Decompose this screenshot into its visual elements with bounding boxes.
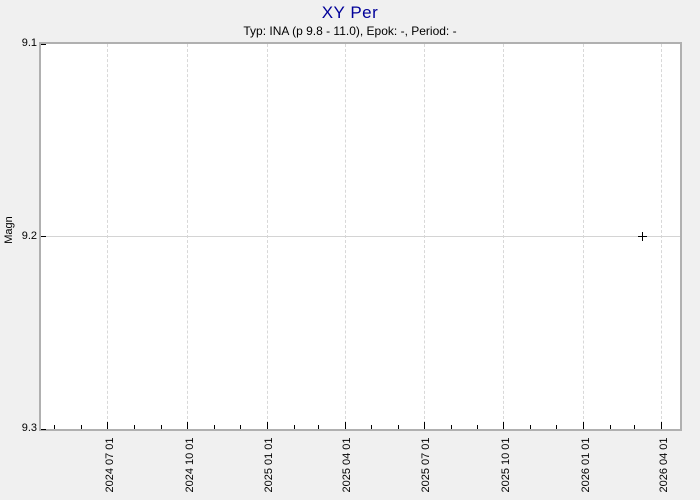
x-minor-tick [530, 425, 532, 429]
chart-subtitle: Typ: INA (p 9.8 - 11.0), Epok: -, Period… [243, 24, 457, 38]
x-minor-tick [450, 425, 452, 429]
x-major-tick [107, 422, 109, 429]
x-minor-tick [610, 425, 612, 429]
y-tick-label: 9.1 [21, 37, 37, 49]
x-minor-tick [634, 425, 636, 429]
x-minor-tick [213, 425, 215, 429]
x-tick-label: 2025 01 01 [263, 437, 276, 493]
x-major-tick [661, 422, 663, 429]
x-tick-label: 2025 10 01 [499, 437, 512, 493]
x-minor-tick [81, 425, 83, 429]
x-minor-tick [161, 425, 163, 429]
x-minor-tick [317, 425, 319, 429]
y-tick [41, 236, 46, 237]
x-minor-tick [239, 425, 241, 429]
x-minor-tick [397, 425, 399, 429]
x-tick-label: 2026 01 01 [579, 437, 592, 493]
y-tick [41, 43, 46, 45]
x-major-tick [423, 422, 425, 429]
x-tick-label: 2025 07 01 [420, 437, 433, 493]
x-minor-tick [293, 425, 295, 429]
x-major-tick [583, 422, 585, 429]
x-minor-tick [134, 425, 136, 429]
x-major-tick [503, 422, 505, 429]
data-point-marker [638, 232, 648, 241]
x-minor-tick [556, 425, 558, 429]
x-major-tick [344, 422, 346, 429]
x-minor-tick [54, 425, 56, 429]
x-tick-label: 2025 04 01 [341, 437, 354, 493]
x-tick-label: 2024 10 01 [183, 437, 196, 493]
x-tick-label: 2026 04 01 [657, 437, 670, 493]
x-minor-tick [370, 425, 372, 429]
x-major-tick [266, 422, 268, 429]
x-minor-tick [477, 425, 479, 429]
y-tick-label: 9.3 [21, 422, 37, 434]
plot-area [39, 42, 682, 431]
y-tick [41, 428, 46, 430]
chart-title: XY Per [321, 3, 379, 22]
x-tick-label: 2024 07 01 [103, 437, 116, 493]
x-major-tick [187, 422, 189, 429]
y-gridline [41, 236, 680, 237]
y-tick-label: 9.2 [21, 229, 37, 242]
